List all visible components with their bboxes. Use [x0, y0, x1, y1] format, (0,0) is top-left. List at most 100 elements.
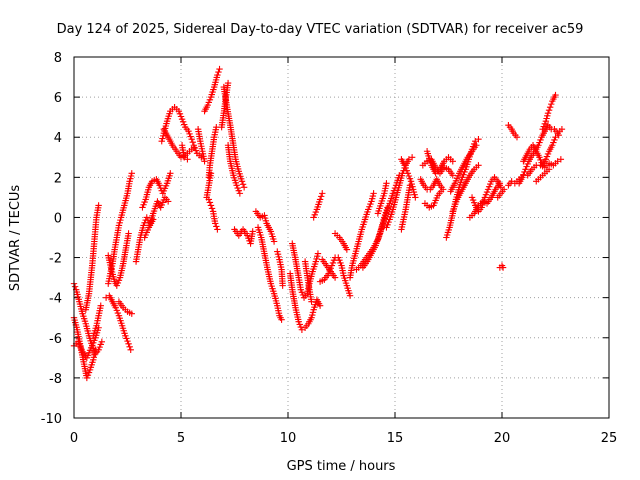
- data-point: [558, 126, 566, 133]
- y-tick-labels: -10 -8 -6 -4 -2 0 2 4 6 8: [41, 51, 62, 427]
- data-point: [298, 326, 306, 333]
- y-tick-label: 8: [54, 51, 62, 66]
- x-tick-label: 0: [70, 431, 78, 446]
- data-point: [317, 193, 325, 200]
- x-tick-label: 25: [601, 431, 618, 446]
- data-series: [70, 65, 566, 382]
- data-point: [167, 170, 174, 177]
- grid: [74, 57, 609, 418]
- data-point: [552, 134, 559, 141]
- data-point: [408, 154, 416, 161]
- data-point: [214, 71, 221, 79]
- data-point: [545, 106, 553, 114]
- data-point: [125, 230, 132, 237]
- data-point: [499, 264, 507, 271]
- data-point: [319, 190, 326, 197]
- data-point: [552, 91, 559, 99]
- data-point: [92, 346, 99, 354]
- data-point: [545, 166, 553, 173]
- data-point: [412, 194, 419, 201]
- y-tick-label: -2: [49, 252, 62, 267]
- data-point: [546, 103, 554, 111]
- data-point: [184, 156, 191, 163]
- plot-frame: [73, 56, 610, 419]
- y-axis-label: SDTVAR / TECUs: [8, 185, 23, 292]
- data-point: [449, 172, 456, 179]
- data-point: [270, 238, 278, 245]
- data-point: [125, 340, 132, 347]
- x-tick-label: 10: [280, 431, 297, 446]
- y-tick-label: 4: [54, 131, 62, 146]
- data-point: [207, 202, 215, 209]
- data-point: [236, 190, 244, 197]
- data-point: [240, 184, 248, 191]
- data-point: [213, 123, 220, 131]
- data-point: [555, 132, 562, 139]
- data-point: [239, 181, 247, 188]
- x-tick-label: 5: [177, 431, 185, 446]
- data-point: [216, 65, 223, 73]
- y-tick-label: -6: [49, 332, 62, 347]
- data-point: [279, 282, 286, 289]
- data-point: [316, 196, 324, 203]
- data-point: [308, 298, 315, 305]
- data-point: [496, 180, 504, 187]
- data-point: [544, 109, 552, 117]
- data-point: [548, 100, 555, 108]
- data-point: [164, 198, 172, 205]
- data-point: [190, 144, 198, 151]
- data-point: [207, 170, 215, 177]
- data-point: [449, 158, 456, 165]
- data-point: [331, 274, 339, 281]
- data-point: [188, 136, 195, 143]
- data-point: [557, 156, 565, 163]
- data-point: [316, 302, 324, 309]
- data-point: [406, 182, 414, 189]
- data-point: [473, 142, 480, 149]
- y-tick-label: 2: [54, 171, 62, 186]
- data-point: [238, 178, 246, 185]
- data-point: [97, 302, 104, 309]
- x-tick-labels: 0 5 10 15 20 25: [70, 431, 617, 446]
- data-point: [343, 246, 351, 253]
- data-point: [278, 316, 285, 323]
- data-point: [127, 346, 134, 354]
- data-point: [205, 196, 213, 203]
- data-point: [181, 154, 188, 161]
- data-point: [475, 162, 482, 169]
- data-point: [98, 338, 106, 345]
- data-point: [215, 68, 222, 76]
- y-tick-label: -4: [49, 292, 62, 307]
- data-point: [189, 139, 196, 146]
- y-tick-label: 6: [54, 91, 62, 106]
- data-point: [224, 79, 232, 87]
- data-point: [475, 136, 482, 143]
- data-point: [213, 223, 220, 230]
- data-point: [128, 310, 135, 317]
- x-tick-label: 15: [387, 431, 404, 446]
- data-point: [249, 228, 256, 235]
- data-point: [346, 292, 354, 299]
- y-tick-label: 0: [54, 211, 62, 226]
- x-axis-label: GPS time / hours: [287, 459, 396, 474]
- data-point: [513, 134, 521, 141]
- data-point: [126, 343, 133, 351]
- y-tick-label: -8: [49, 372, 62, 387]
- data-point: [554, 158, 561, 165]
- data-point: [437, 188, 445, 195]
- data-point: [212, 220, 219, 227]
- data-point: [128, 170, 135, 177]
- x-tick-label: 20: [494, 431, 511, 446]
- data-point: [314, 250, 322, 257]
- data-point: [500, 186, 508, 193]
- data-point: [208, 205, 216, 212]
- y-tick-label: -10: [41, 412, 62, 427]
- data-point: [472, 138, 479, 145]
- data-point: [214, 226, 221, 233]
- data-point: [206, 199, 214, 206]
- data-point: [383, 180, 390, 187]
- data-point: [71, 283, 79, 290]
- data-point: [370, 190, 377, 197]
